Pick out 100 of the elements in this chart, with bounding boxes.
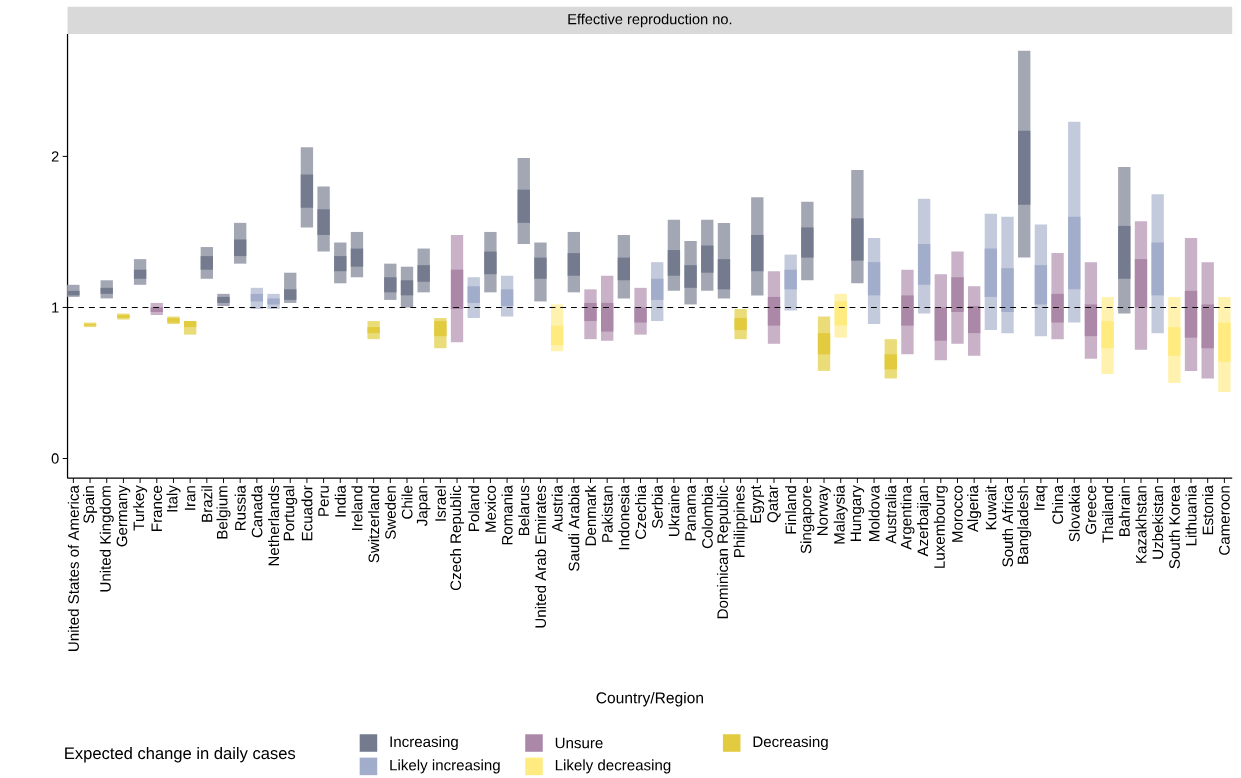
y-tick-label: 2: [51, 151, 59, 162]
bar: [951, 277, 964, 312]
x-tick-label: Luxembourg: [933, 486, 948, 568]
x-tick-label: Belarus: [518, 485, 530, 536]
bar: [1151, 242, 1164, 296]
bar: [934, 307, 947, 341]
x-tick-label: India: [334, 485, 346, 517]
bar: [767, 296, 781, 326]
x-tick-label: Saudi Arabia: [568, 485, 580, 571]
bar: [651, 278, 664, 300]
bar: [917, 243, 931, 285]
x-tick-label: Pakistan: [601, 486, 613, 542]
x-tick-label: Philippines: [733, 485, 748, 557]
legend-label: Unsure: [555, 737, 603, 749]
bar: [1001, 268, 1014, 312]
x-tick-label: Hungary: [850, 485, 865, 541]
x-tick-label: Slovakia: [1068, 485, 1080, 542]
x-tick-label: Cameroon: [1219, 486, 1230, 555]
x-tick-label: Denmark: [584, 485, 597, 546]
x-tick-label: South Korea: [1168, 485, 1180, 569]
x-tick-label: United Arab Emirates: [534, 485, 546, 628]
x-tick-label: Iran: [184, 486, 196, 510]
bar: [417, 265, 430, 282]
x-tick-label: Netherlands: [268, 485, 280, 566]
bar: [534, 257, 547, 279]
bar: [884, 354, 897, 370]
x-tick-label: Spain: [83, 486, 98, 524]
x-tick-label: Algeria: [967, 485, 982, 533]
x-tick-label: Argentina: [900, 485, 915, 550]
x-tick-label: Lithuania: [1185, 485, 1197, 546]
x-tick-label: Morocco: [952, 485, 963, 542]
bar: [517, 189, 530, 223]
bar: [734, 318, 747, 331]
x-tick-label: Turkey: [133, 485, 148, 531]
x-tick-label: Colombia: [701, 485, 713, 549]
x-tick-label: France: [151, 485, 163, 531]
x-tick-label: Kuwait: [985, 485, 997, 530]
bar: [684, 265, 697, 288]
x-tick-label: Mexico: [484, 485, 496, 532]
bar: [1018, 130, 1031, 205]
x-tick-label: Uzbekistan: [1152, 486, 1164, 559]
bar: [1201, 304, 1214, 349]
bar: [851, 218, 864, 261]
bar: [284, 289, 297, 300]
x-tick-label: Japan: [416, 486, 431, 527]
bar: [1118, 225, 1131, 279]
x-tick-label: Singapore: [800, 485, 815, 554]
x-tick-label: Germany: [116, 485, 131, 547]
legend-label: Decreasing: [753, 735, 828, 751]
x-tick-label: Malaysia: [833, 485, 848, 544]
bar: [200, 256, 213, 270]
x-tick-label: Portugal: [283, 486, 298, 541]
x-tick-label: Italy: [166, 485, 181, 512]
bar: [100, 287, 113, 294]
x-tick-label: Azerbaijan: [917, 486, 932, 557]
x-tick-label: China: [1052, 485, 1064, 524]
x-tick-label: Chile: [401, 485, 413, 519]
bar: [817, 333, 831, 355]
bar: [701, 245, 714, 273]
bar: [500, 289, 514, 306]
x-tick-label: Moldova: [868, 485, 880, 541]
bar: [1168, 327, 1181, 356]
x-tick-label: Brazil: [201, 486, 213, 522]
x-tick-label: Austria: [551, 485, 563, 533]
x-tick-label: Canada: [251, 485, 263, 538]
x-tick-label: Belgium: [216, 486, 231, 539]
x-tick-label: South Africa: [1001, 485, 1014, 567]
bar: [901, 295, 914, 326]
x-tick-label: Ecuador: [301, 485, 313, 541]
x-tick-label: Egypt: [750, 485, 765, 523]
x-tick-label: Serbia: [651, 485, 663, 529]
x-tick-label: Czechia: [635, 485, 647, 539]
y-tick-label: 0: [51, 453, 59, 464]
x-tick-label: Finland: [785, 486, 797, 534]
bar: [984, 248, 998, 297]
bar: [717, 259, 731, 290]
bar: [967, 305, 981, 334]
bar: [334, 256, 347, 272]
x-tick-label: Dominican Republic: [716, 485, 731, 619]
bar: [234, 239, 247, 257]
bar: [801, 227, 814, 258]
x-tick-label: Panama: [685, 485, 696, 541]
bar: [1184, 290, 1198, 338]
x-tick-label: Greece: [1085, 485, 1097, 534]
bar: [133, 269, 147, 279]
bar: [667, 250, 681, 276]
bar: [1218, 322, 1231, 362]
x-tick-label: Czech Republic: [450, 485, 465, 591]
x-tick-label: Ukraine: [668, 485, 680, 536]
bar: [300, 174, 314, 208]
x-tick-label: Romania: [501, 485, 513, 545]
bar: [67, 290, 80, 296]
bar: [834, 301, 847, 326]
bar: [1101, 321, 1114, 349]
bar: [450, 269, 464, 309]
x-tick-label: Russia: [234, 485, 246, 531]
bar: [350, 248, 364, 267]
x-tick-label: United States of America: [67, 485, 79, 651]
bar: [384, 277, 397, 293]
y-tick-label: 1: [52, 302, 59, 313]
